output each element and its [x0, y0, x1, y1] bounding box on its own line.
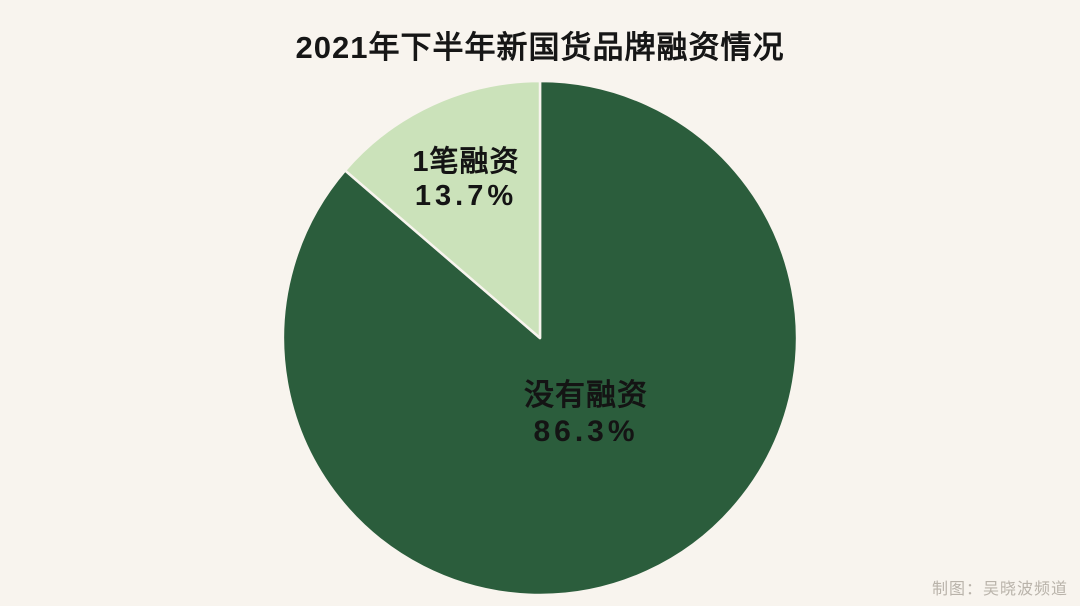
pie-slice-one-financing [343, 79, 542, 340]
chart-title: 2021年下半年新国货品牌融资情况 [295, 30, 785, 65]
credit-line: 制图：吴晓波频道 [931, 581, 1068, 598]
